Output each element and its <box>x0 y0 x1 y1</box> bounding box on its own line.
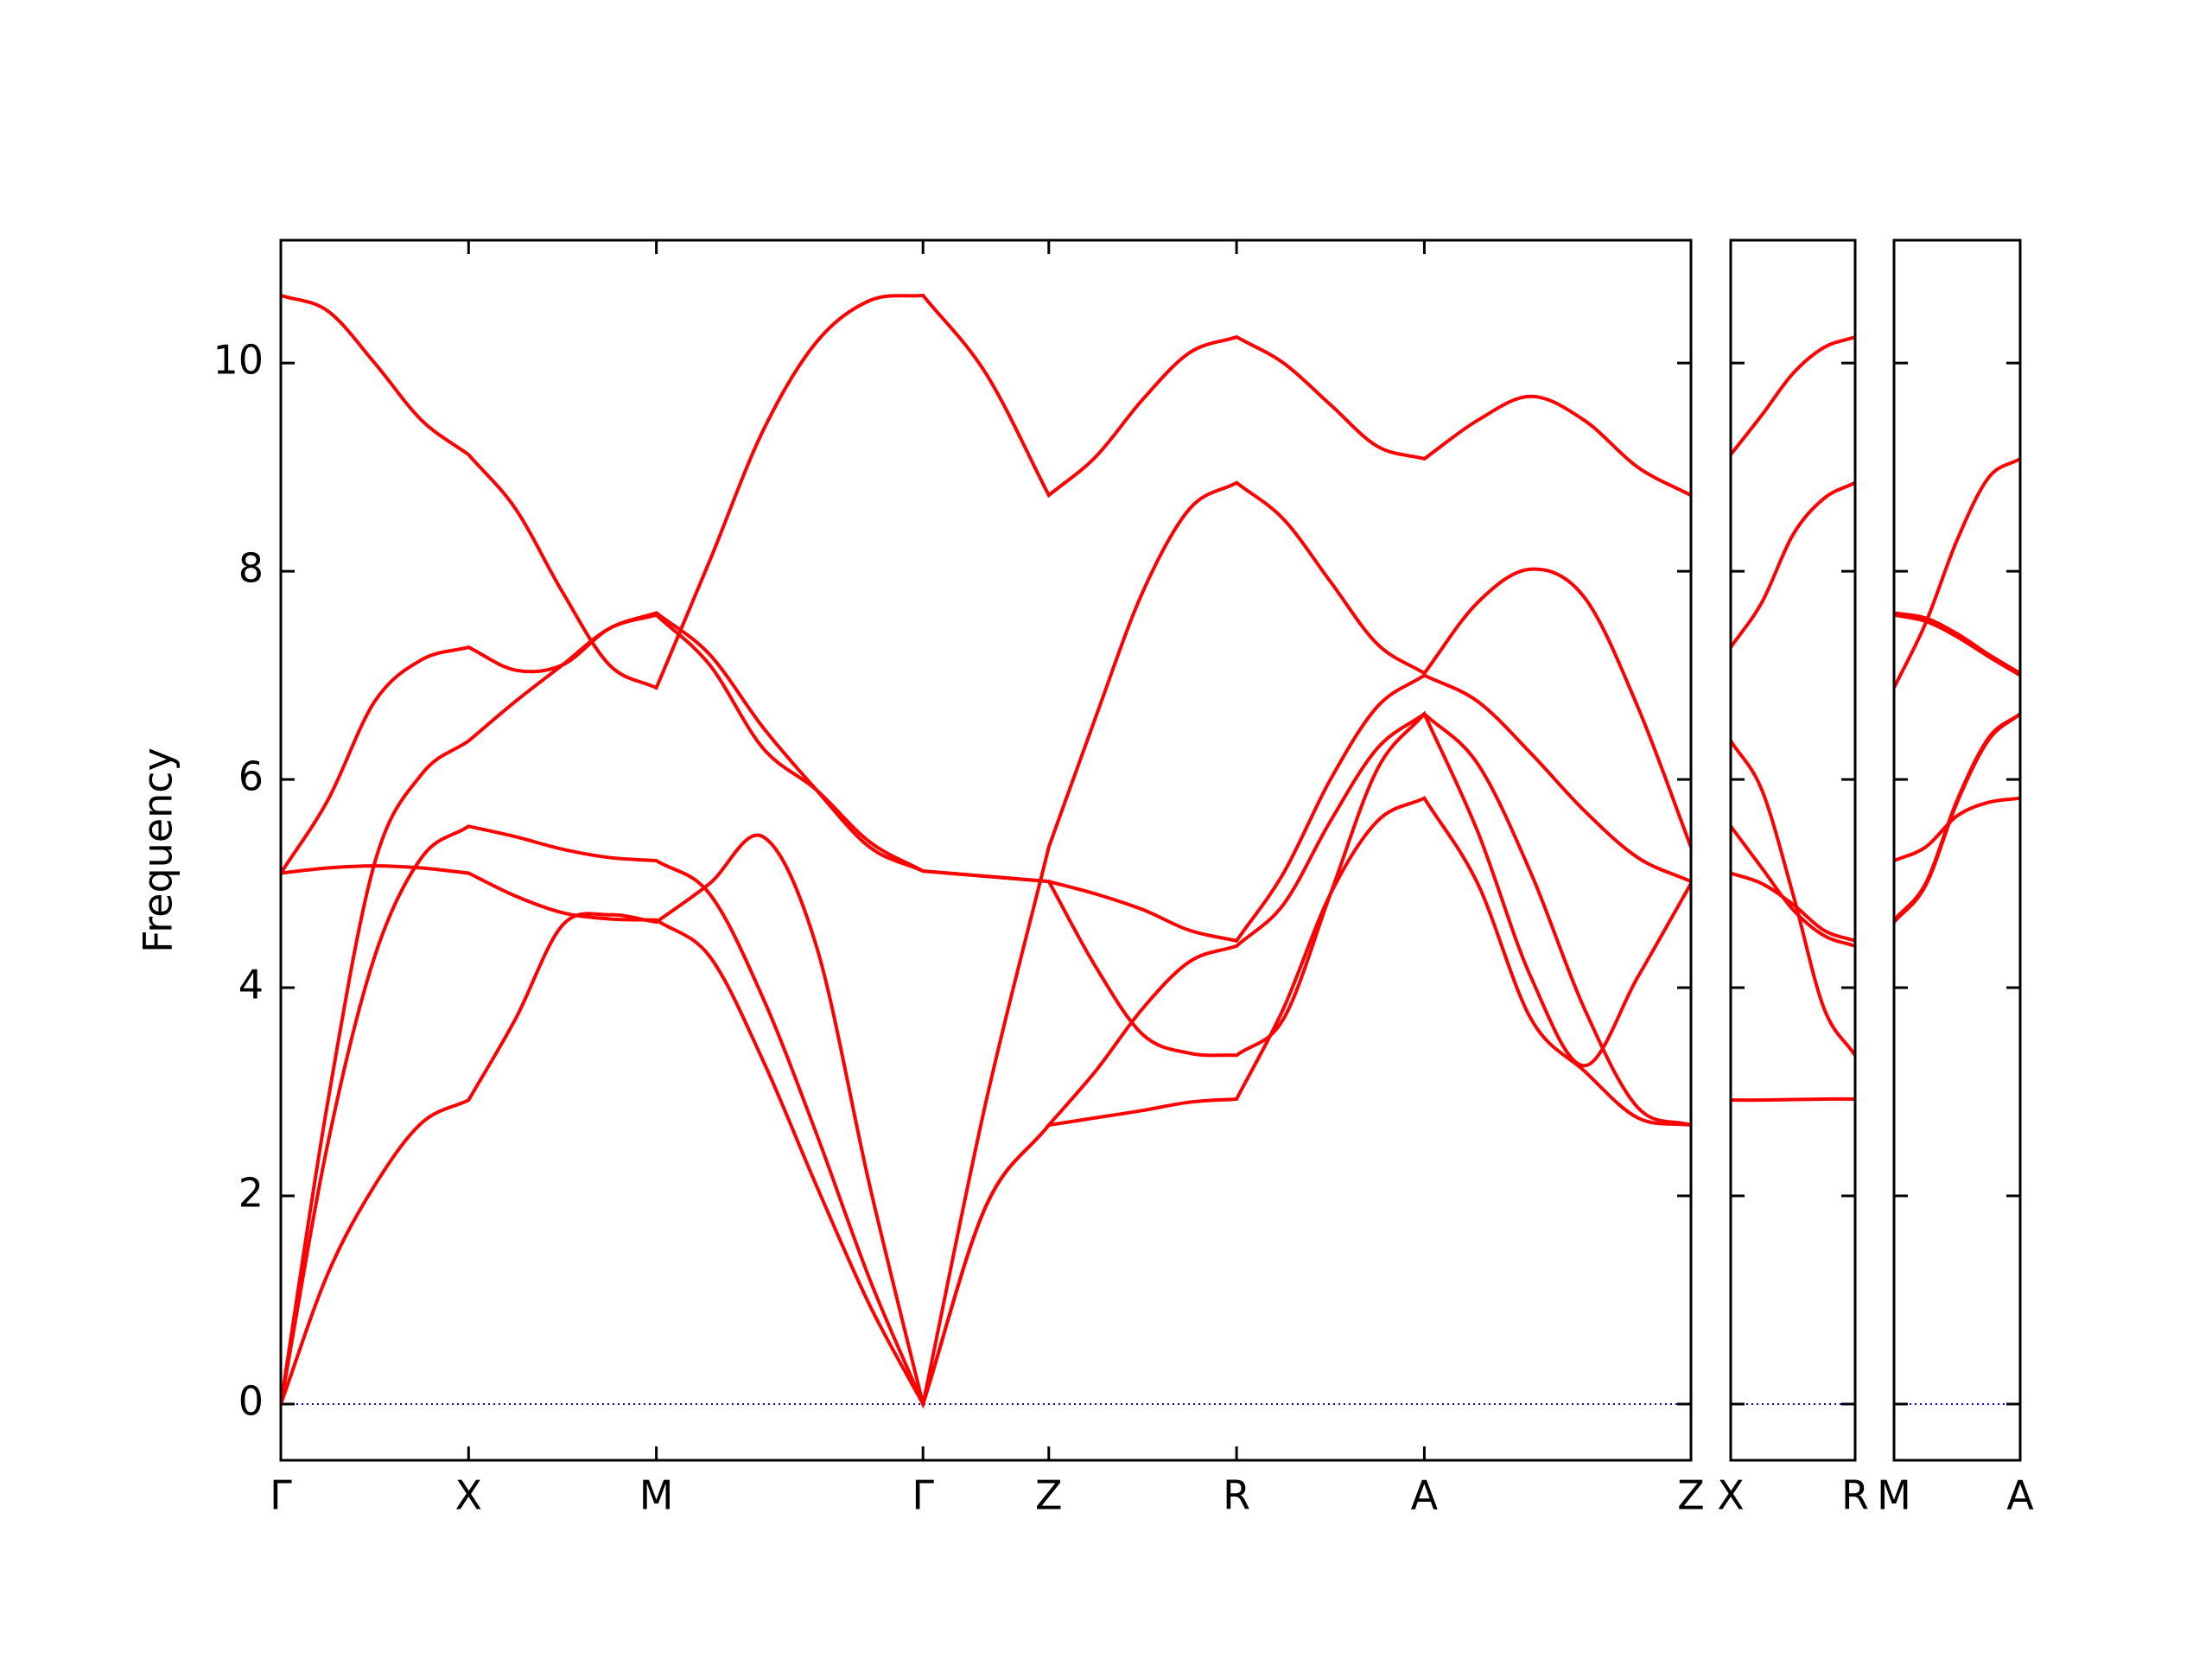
axes-frame <box>1729 238 1857 1462</box>
x-tick-label: X <box>1717 1472 1745 1519</box>
x-tick-label: Γ <box>912 1472 934 1519</box>
y-axis-label: Frequency <box>135 747 181 953</box>
band-line <box>1894 457 2020 689</box>
band-line <box>1894 613 2020 677</box>
band-line <box>281 611 1691 944</box>
x-tick-label: X <box>455 1472 483 1519</box>
y-tick-label: 10 <box>213 337 264 384</box>
band-line <box>281 613 1691 1405</box>
band-line <box>1894 712 2020 924</box>
x-tick-label: M <box>1877 1472 1911 1519</box>
y-tick-label: 2 <box>238 1169 264 1216</box>
x-tick-label: Z <box>1035 1472 1063 1519</box>
x-tick-label: Z <box>1677 1472 1705 1519</box>
band-line <box>281 293 1691 690</box>
x-tick-label: R <box>1841 1472 1869 1519</box>
band-line <box>1731 825 1855 948</box>
plot-area <box>1731 335 1855 1103</box>
band-line <box>1731 740 1855 1057</box>
y-tick-label: 0 <box>238 1377 264 1424</box>
band-line <box>281 796 1691 1409</box>
x-tick-label: A <box>2006 1472 2034 1519</box>
axes-frame <box>1892 238 2022 1462</box>
band-line <box>1894 796 2020 862</box>
band-line <box>1731 335 1855 456</box>
y-tick-label: 6 <box>238 753 264 800</box>
band-line <box>1731 871 1855 943</box>
y-tick-label: 8 <box>238 545 264 592</box>
band-line <box>1731 480 1855 649</box>
band-line <box>281 480 1691 1405</box>
plot-area <box>1894 457 2020 924</box>
band-line <box>1731 1096 1855 1103</box>
plot-area <box>281 293 1691 1409</box>
axes-frame <box>279 238 1693 1462</box>
x-tick-label: A <box>1411 1472 1439 1519</box>
x-tick-label: Γ <box>270 1472 292 1519</box>
x-tick-label: M <box>639 1472 674 1519</box>
y-tick-label: 4 <box>238 962 264 1008</box>
x-tick-label: R <box>1223 1472 1250 1519</box>
